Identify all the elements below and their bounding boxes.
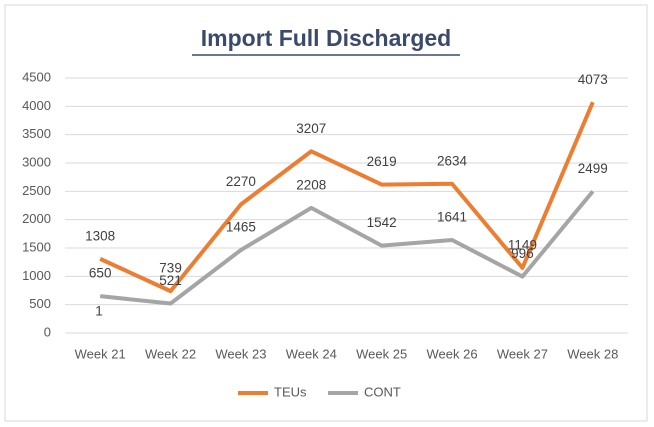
- y-tick-label: 3500: [22, 126, 51, 141]
- data-label: 650: [89, 266, 112, 281]
- data-label: 2499: [578, 161, 608, 176]
- x-tick-label: Week 25: [356, 346, 407, 361]
- y-tick-label: 2500: [22, 183, 51, 198]
- data-label: 2208: [296, 177, 326, 192]
- data-label: 1308: [85, 228, 115, 243]
- x-tick-label: Week 21: [75, 346, 126, 361]
- data-label: 2270: [226, 174, 256, 189]
- data-label: 2619: [367, 154, 397, 169]
- data-label: 2634: [437, 153, 468, 168]
- legend-label: TEUs: [274, 384, 307, 399]
- legend-label: CONT: [364, 384, 401, 399]
- series-line: [99, 101, 595, 294]
- x-tick-label: Week 24: [286, 346, 337, 361]
- data-label: 1149: [508, 237, 537, 252]
- y-tick-label: 3000: [22, 154, 51, 169]
- x-tick-label: Week 22: [145, 346, 196, 361]
- x-tick-label: Week 28: [567, 346, 618, 361]
- data-label: 1641: [437, 210, 467, 225]
- annotation: 1: [95, 304, 103, 319]
- x-tick-label: Week 27: [497, 346, 548, 361]
- data-label: 739: [159, 261, 182, 276]
- y-tick-label: 500: [29, 296, 51, 311]
- chart-frame: [4, 4, 648, 422]
- y-tick-label: 0: [44, 324, 51, 339]
- x-tick-label: Week 26: [427, 346, 478, 361]
- series-line: [99, 190, 595, 306]
- y-tick-label: 2000: [22, 211, 51, 226]
- y-tick-label: 1500: [22, 239, 51, 254]
- data-label: 1465: [226, 220, 256, 235]
- data-label: 3207: [296, 121, 326, 136]
- y-tick-label: 4000: [22, 98, 51, 113]
- data-label: 996: [511, 246, 534, 261]
- data-label: 1542: [367, 215, 397, 230]
- chart-title: Import Full Discharged: [201, 25, 451, 51]
- y-tick-label: 4500: [22, 69, 51, 84]
- x-tick-label: Week 23: [215, 346, 266, 361]
- y-tick-label: 1000: [22, 268, 51, 283]
- data-label: 4073: [578, 72, 608, 87]
- data-label: 521: [159, 273, 182, 288]
